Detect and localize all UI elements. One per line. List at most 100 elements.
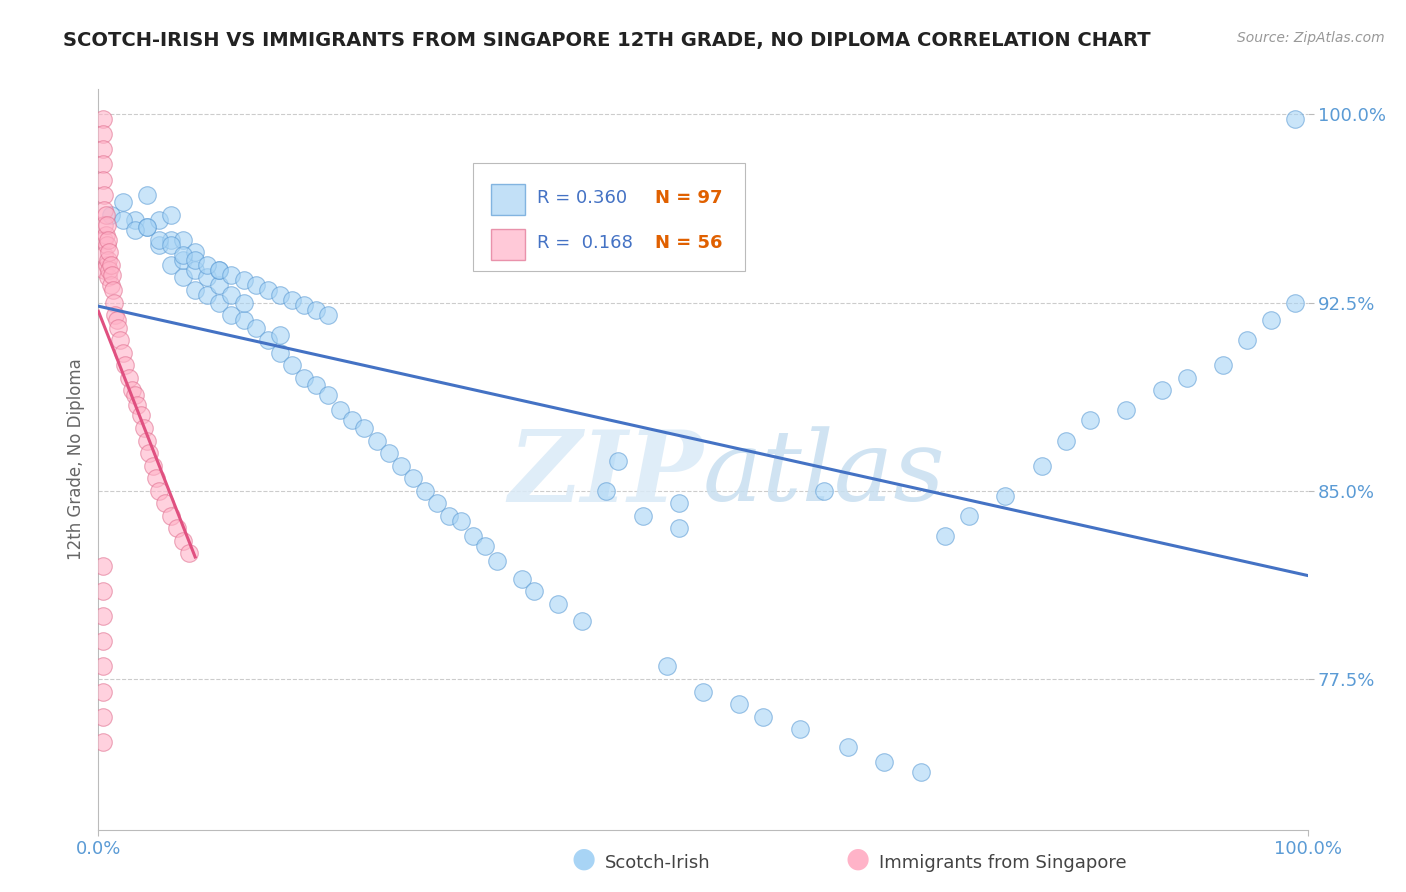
Point	[134, 421, 156, 435]
Point	[1284, 295, 1306, 310]
Point	[342, 413, 364, 427]
Text: ZIP: ZIP	[508, 426, 703, 523]
Point	[138, 446, 160, 460]
Text: Source: ZipAtlas.com: Source: ZipAtlas.com	[1237, 31, 1385, 45]
Point	[94, 227, 117, 242]
Point	[208, 263, 231, 277]
Point	[148, 233, 170, 247]
Point	[1284, 112, 1306, 127]
Point	[269, 288, 291, 302]
Point	[148, 212, 170, 227]
Point	[91, 584, 114, 599]
Point	[172, 248, 194, 262]
Point	[96, 258, 118, 272]
Point	[486, 554, 509, 568]
Point	[114, 358, 136, 372]
Point	[377, 446, 399, 460]
Point	[256, 333, 278, 347]
Point	[111, 195, 134, 210]
Point	[100, 258, 122, 272]
Point	[105, 313, 128, 327]
Point	[96, 218, 118, 232]
Point	[994, 489, 1017, 503]
Point	[463, 529, 485, 543]
Point	[728, 697, 751, 711]
Point	[232, 295, 254, 310]
Point	[129, 409, 152, 423]
Text: ●: ●	[845, 845, 870, 872]
Point	[692, 684, 714, 698]
Text: N = 56: N = 56	[655, 235, 723, 252]
Point	[316, 308, 339, 322]
Point	[413, 483, 436, 498]
Point	[510, 572, 533, 586]
Point	[668, 521, 690, 535]
Point	[93, 202, 115, 217]
Point	[184, 245, 207, 260]
FancyBboxPatch shape	[492, 184, 526, 215]
Point	[103, 295, 125, 310]
Point	[91, 112, 114, 127]
Point	[221, 288, 243, 302]
Point	[101, 283, 124, 297]
Point	[269, 328, 291, 343]
Point	[245, 320, 267, 334]
Point	[121, 384, 143, 398]
Point	[160, 258, 183, 272]
Point	[789, 722, 811, 736]
Point	[1031, 458, 1053, 473]
Point	[523, 584, 546, 599]
Point	[208, 295, 231, 310]
Text: SCOTCH-IRISH VS IMMIGRANTS FROM SINGAPORE 12TH GRADE, NO DIPLOMA CORRELATION CHA: SCOTCH-IRISH VS IMMIGRANTS FROM SINGAPOR…	[63, 31, 1152, 50]
Point	[474, 539, 496, 553]
Point	[111, 345, 134, 359]
Point	[1054, 434, 1077, 448]
Point	[91, 128, 114, 142]
Point	[145, 471, 167, 485]
Point	[437, 508, 460, 523]
Point	[607, 453, 630, 467]
FancyBboxPatch shape	[474, 163, 745, 270]
Point	[547, 597, 569, 611]
Point	[668, 496, 690, 510]
Point	[91, 609, 114, 624]
Point	[245, 277, 267, 292]
Text: N = 97: N = 97	[655, 189, 723, 207]
Point	[148, 237, 170, 252]
Point	[135, 220, 157, 235]
Point	[329, 403, 352, 417]
Point	[127, 399, 149, 413]
Point	[172, 270, 194, 285]
Point	[184, 263, 207, 277]
Point	[91, 659, 114, 673]
Point	[426, 496, 449, 510]
Point	[195, 270, 218, 285]
Point	[1236, 333, 1258, 347]
Point	[100, 277, 122, 292]
Text: atlas: atlas	[703, 426, 946, 522]
Point	[305, 303, 328, 318]
Point	[957, 508, 980, 523]
Point	[160, 208, 183, 222]
Point	[166, 521, 188, 535]
Point	[281, 293, 304, 307]
Point	[104, 308, 127, 322]
Point	[1260, 313, 1282, 327]
Point	[172, 533, 194, 548]
Point	[96, 237, 118, 252]
Point	[184, 283, 207, 297]
Point	[93, 187, 115, 202]
Point	[389, 458, 412, 473]
Point	[118, 371, 141, 385]
Point	[256, 283, 278, 297]
Point	[221, 268, 243, 282]
Text: ●: ●	[571, 845, 596, 872]
Point	[97, 233, 120, 247]
Point	[195, 258, 218, 272]
Point	[97, 252, 120, 267]
Point	[316, 388, 339, 402]
Point	[160, 237, 183, 252]
Point	[148, 483, 170, 498]
Point	[179, 547, 201, 561]
Point	[208, 263, 231, 277]
